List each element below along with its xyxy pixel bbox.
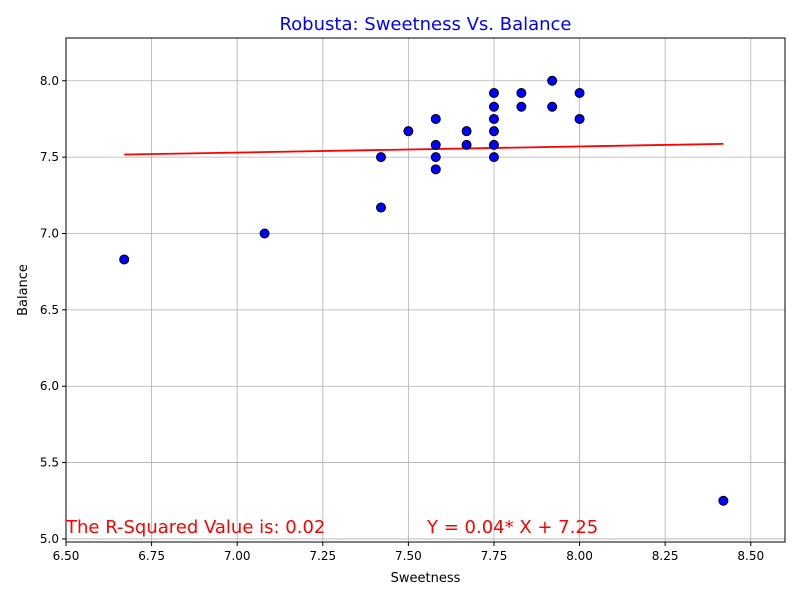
data-point (430, 139, 441, 150)
x-tick-label: 7.00 (224, 549, 251, 563)
data-point (403, 126, 414, 137)
y-tick-label: 7.0 (40, 226, 59, 240)
x-axis-label: Sweetness (391, 571, 461, 586)
data-point (430, 152, 441, 163)
y-tick-label: 5.0 (40, 532, 59, 546)
data-point (375, 152, 386, 163)
data-point (430, 113, 441, 124)
plot-frame (65, 37, 786, 543)
x-tick-label: 6.75 (138, 549, 165, 563)
data-point (516, 87, 527, 98)
data-point (119, 254, 130, 265)
data-point (430, 164, 441, 175)
data-point (461, 139, 472, 150)
x-axis-ticks: 6.50 6.75 7.00 7.25 7.50 7.75 8.00 8.25 8.50 (53, 542, 764, 563)
data-point (547, 75, 558, 86)
data-point (574, 87, 585, 98)
data-point (547, 101, 558, 112)
y-tick-label: 6.5 (40, 303, 59, 317)
data-point (516, 101, 527, 112)
data-point (488, 139, 499, 150)
data-point (488, 101, 499, 112)
regression-line (124, 142, 724, 156)
data-point (259, 228, 270, 239)
data-point (488, 87, 499, 98)
data-point (488, 126, 499, 137)
x-tick-label: 8.00 (566, 549, 593, 563)
x-tick-label: 8.50 (737, 549, 764, 563)
x-tick-label: 7.50 (395, 549, 422, 563)
y-tick-label: 8.0 (40, 74, 59, 88)
equation-annotation: Y = 0.04* X + 7.25 (426, 517, 598, 538)
x-tick-label: 7.75 (481, 549, 508, 563)
data-point (488, 113, 499, 124)
data-points (119, 75, 729, 506)
y-axis-ticks: 5.0 5.5 6.0 6.5 7.0 7.5 8.0 (40, 74, 66, 546)
x-tick-label: 7.25 (309, 549, 336, 563)
x-tick-label: 8.25 (652, 549, 679, 563)
data-point (718, 495, 729, 506)
y-tick-label: 7.5 (40, 150, 59, 164)
regression-line-group (124, 142, 724, 156)
y-tick-label: 5.5 (40, 456, 59, 470)
y-tick-label: 6.0 (40, 379, 59, 393)
data-point (375, 202, 386, 213)
y-axis-label: Balance (16, 264, 31, 316)
r-squared-annotation: The R-Squared Value is: 0.02 (65, 517, 325, 538)
x-tick-label: 6.50 (53, 549, 80, 563)
data-point (461, 126, 472, 137)
chart-title: Robusta: Sweetness Vs. Balance (279, 14, 571, 35)
data-point (574, 113, 585, 124)
data-point (488, 152, 499, 163)
